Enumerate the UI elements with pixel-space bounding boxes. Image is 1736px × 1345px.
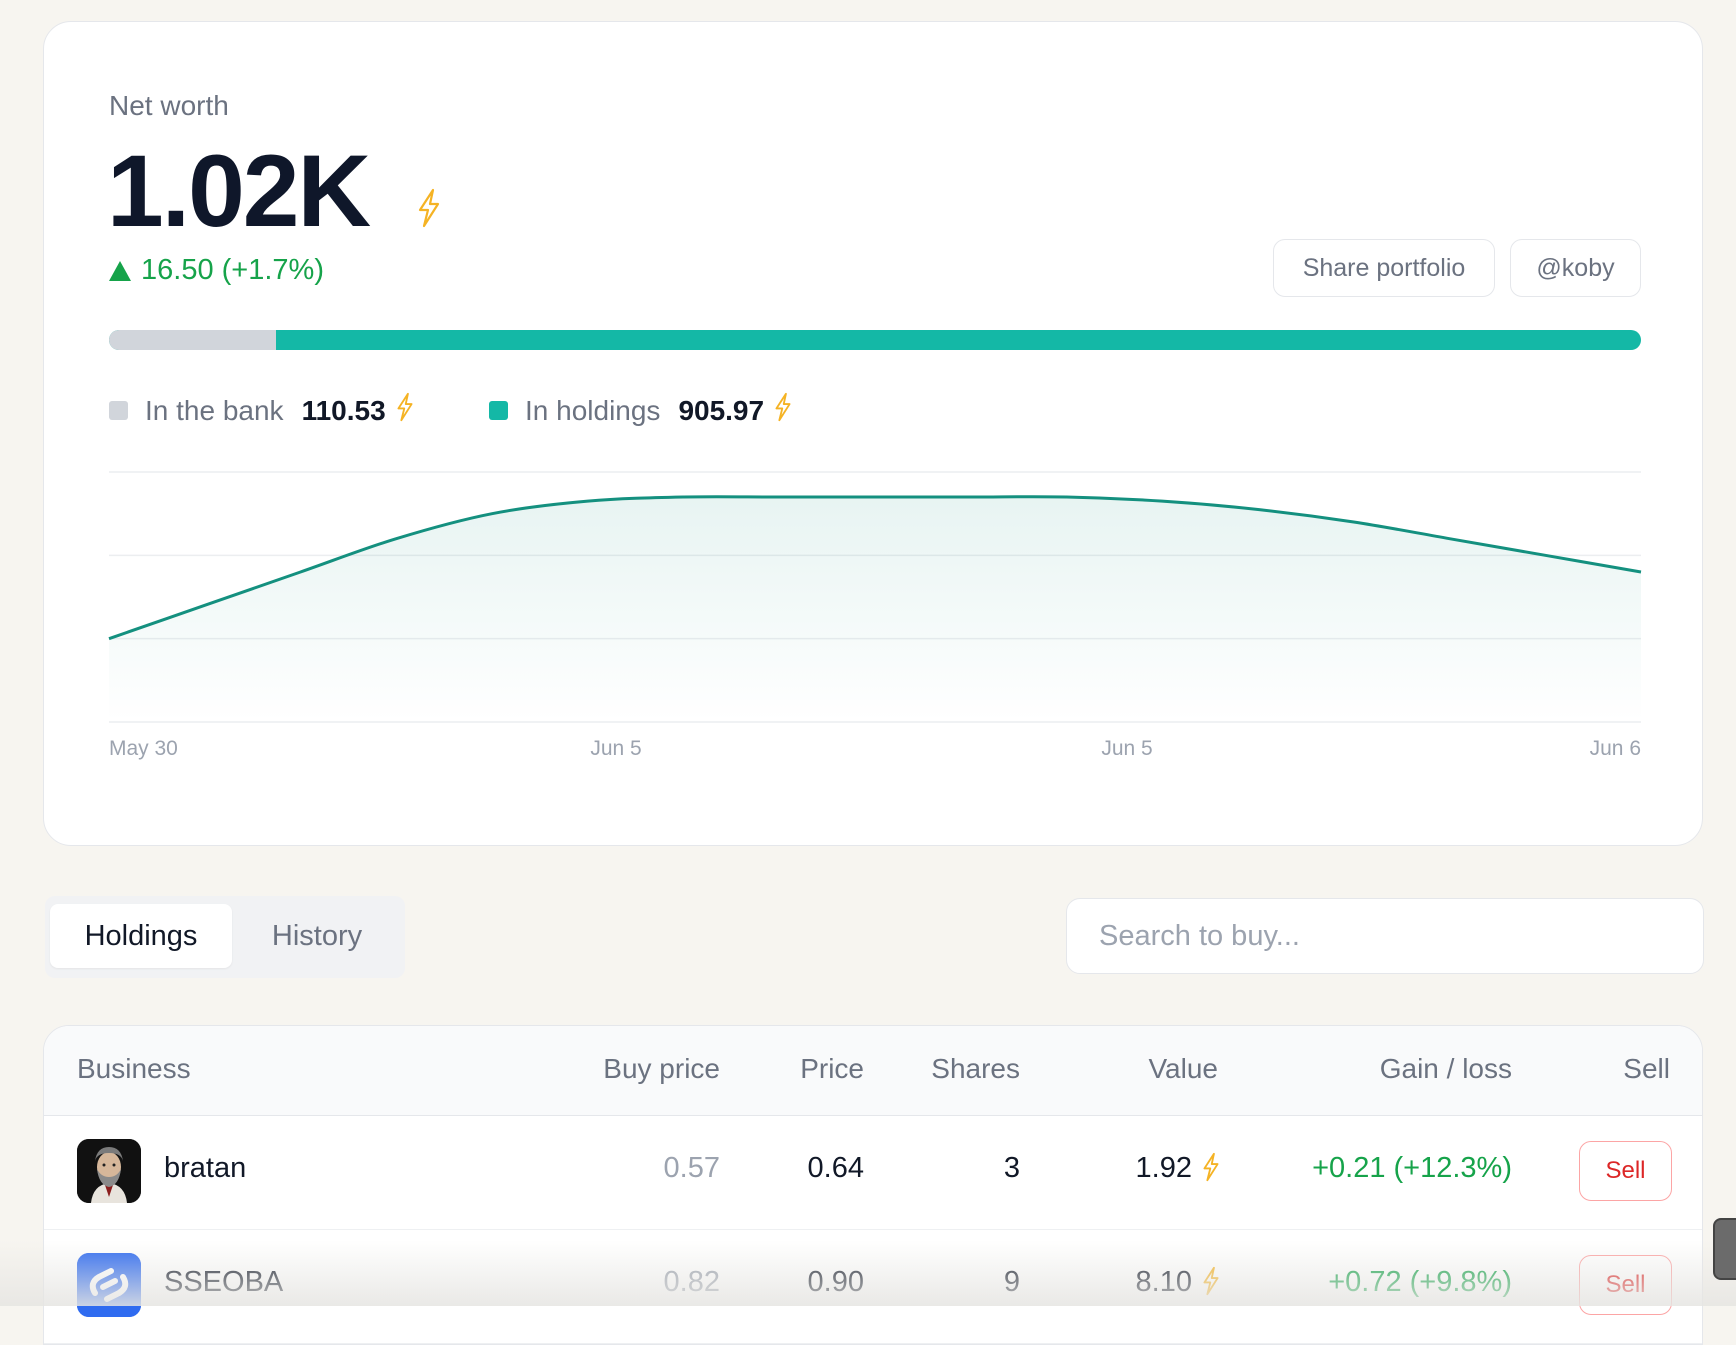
bank-swatch	[109, 401, 128, 420]
tab-bar: Holdings History	[45, 896, 405, 978]
bank-label: In the bank	[145, 394, 284, 426]
net-worth-value: 1.02K	[107, 134, 371, 248]
lightning-bolt-icon	[1200, 1152, 1222, 1187]
up-triangle-icon	[109, 260, 131, 281]
table-row[interactable]: SSEOBA 0.82 0.90 9 8.10 +0.72 (+9.8%) Se…	[44, 1229, 1702, 1344]
net-worth-change-text: 16.50 (+1.7%)	[141, 254, 324, 286]
chart-series-line	[108, 495, 1642, 641]
header-gain-loss: Gain / loss	[1379, 1053, 1512, 1084]
allocation-bar-bank-segment	[109, 330, 276, 350]
tab-holdings[interactable]: Holdings	[50, 904, 232, 968]
value: 1.92	[1135, 1152, 1192, 1184]
holdings-label: In holdings	[525, 394, 661, 426]
x-tick-label: May 30	[109, 737, 178, 760]
tab-history[interactable]: History	[271, 919, 363, 952]
header-shares: Shares	[931, 1053, 1020, 1084]
holdings-table: Business Buy price Price Shares Value Ga…	[43, 1025, 1703, 1345]
header-price: Price	[800, 1053, 864, 1084]
x-tick-label: Jun 5	[590, 737, 641, 760]
net-worth-label: Net worth	[109, 90, 229, 121]
legend-bank: In the bank 110.53	[109, 392, 416, 429]
shares: 9	[1003, 1266, 1020, 1298]
holdings-swatch	[489, 401, 508, 420]
x-tick-label: Jun 6	[1590, 737, 1641, 760]
net-worth-card: Net worth 1.02K 16.50 (+1.7%) Share port…	[43, 21, 1703, 846]
scroll-handle[interactable]	[1713, 1218, 1736, 1280]
table-row[interactable]: bratan 0.57 0.64 3 1.92 +0.21 (+12.3%) S…	[44, 1115, 1702, 1230]
sell-button[interactable]: Sell	[1579, 1141, 1672, 1201]
net-worth-chart: May 30 Jun 5 Jun 5 Jun 6	[108, 471, 1642, 760]
shares: 3	[1003, 1152, 1020, 1184]
value: 8.10	[1135, 1266, 1192, 1298]
lightning-bolt-icon	[1200, 1266, 1222, 1301]
lightning-bolt-icon	[414, 188, 444, 233]
table-header: Business Buy price Price Shares Value Ga…	[44, 1026, 1702, 1116]
chart-area	[109, 496, 1641, 722]
price: 0.90	[807, 1266, 864, 1298]
share-portfolio-button[interactable]: Share portfolio	[1273, 239, 1495, 297]
bank-value: 110.53	[301, 394, 386, 426]
holdings-value: 905.97	[678, 394, 765, 426]
gain-loss: +0.72 (+9.8%)	[1328, 1266, 1512, 1298]
header-value: Value	[1148, 1053, 1218, 1084]
sell-button[interactable]: Sell	[1579, 1255, 1672, 1315]
buy-price: 0.57	[663, 1152, 720, 1184]
business-name[interactable]: SSEOBA	[164, 1266, 284, 1298]
x-tick-label: Jun 5	[1101, 737, 1152, 760]
header-business: Business	[77, 1053, 191, 1084]
bearded-man-avatar-icon	[77, 1139, 141, 1203]
blue-s-logo-icon	[77, 1253, 141, 1317]
header-buy-price: Buy price	[603, 1053, 720, 1084]
business-name[interactable]: bratan	[164, 1152, 247, 1184]
buy-price: 0.82	[663, 1266, 720, 1298]
user-handle-button[interactable]: @koby	[1510, 239, 1641, 297]
legend-holdings: In holdings 905.97	[489, 392, 794, 429]
lightning-bolt-icon	[772, 392, 794, 429]
gain-loss: +0.21 (+12.3%)	[1312, 1152, 1512, 1184]
header-sell: Sell	[1623, 1053, 1670, 1084]
net-worth-change: 16.50 (+1.7%)	[109, 254, 324, 287]
lightning-bolt-icon	[394, 392, 416, 429]
search-input[interactable]	[1066, 898, 1704, 974]
allocation-bar	[109, 330, 1641, 350]
price: 0.64	[807, 1152, 864, 1184]
